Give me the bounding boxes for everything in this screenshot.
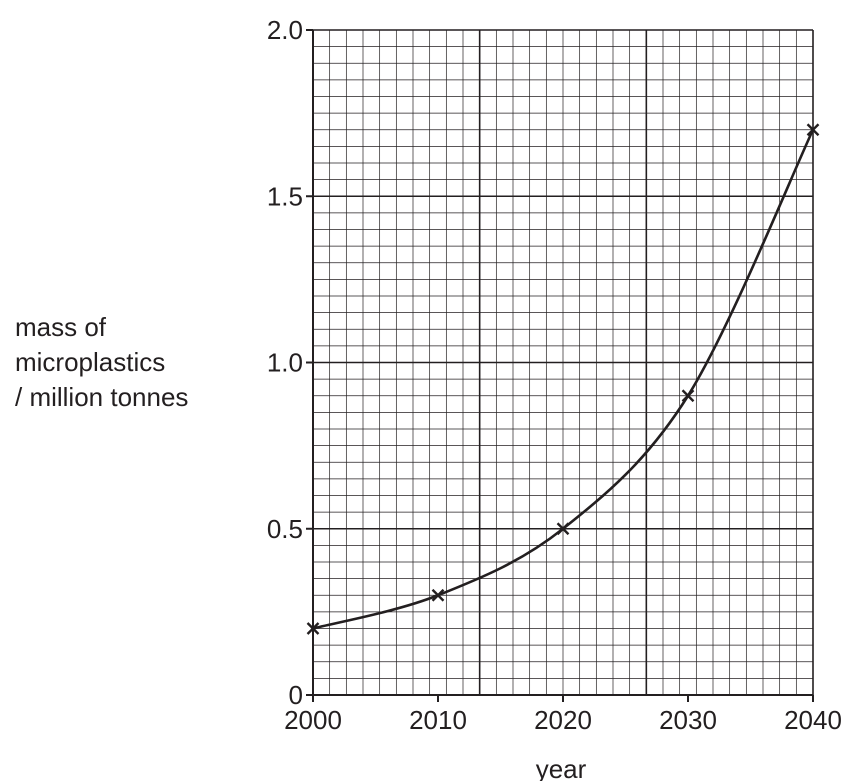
y-tick-label: 2.0 <box>267 15 303 45</box>
y-tick-label: 0.5 <box>267 514 303 544</box>
series-line <box>312 129 815 630</box>
x-tick-label: 2020 <box>534 705 592 735</box>
y-axis-title-line-1: mass of <box>15 312 107 342</box>
x-tick-label: 2030 <box>659 705 717 735</box>
y-tick-label: 1.5 <box>267 181 303 211</box>
y-axis-title-line-3: / million tonnes <box>15 382 189 412</box>
x-axis-title: year <box>536 754 587 781</box>
x-tick-label: 2010 <box>409 705 467 735</box>
data-point <box>806 123 820 137</box>
x-tick-label: 2040 <box>784 705 842 735</box>
data-point <box>306 622 320 635</box>
data-point <box>431 588 445 602</box>
y-tick-labels: 0 0.5 1.0 1.5 2.0 <box>267 15 303 710</box>
data-point <box>556 522 570 536</box>
x-tick-labels: 2000 2010 2020 2030 2040 <box>284 705 842 735</box>
data-point-stroke <box>556 522 570 536</box>
data-point-stroke <box>306 622 320 635</box>
y-tick-label: 1.0 <box>267 348 303 378</box>
data-point <box>681 389 695 403</box>
data-point-stroke <box>431 588 445 602</box>
axes <box>306 29 814 702</box>
data-point-stroke <box>681 389 695 403</box>
x-tick-label: 2000 <box>284 705 342 735</box>
data-point-stroke <box>806 123 820 137</box>
y-tick-label: 0 <box>289 680 303 710</box>
y-axis-title-line-2: microplastics <box>15 347 166 377</box>
data-markers <box>306 123 820 635</box>
